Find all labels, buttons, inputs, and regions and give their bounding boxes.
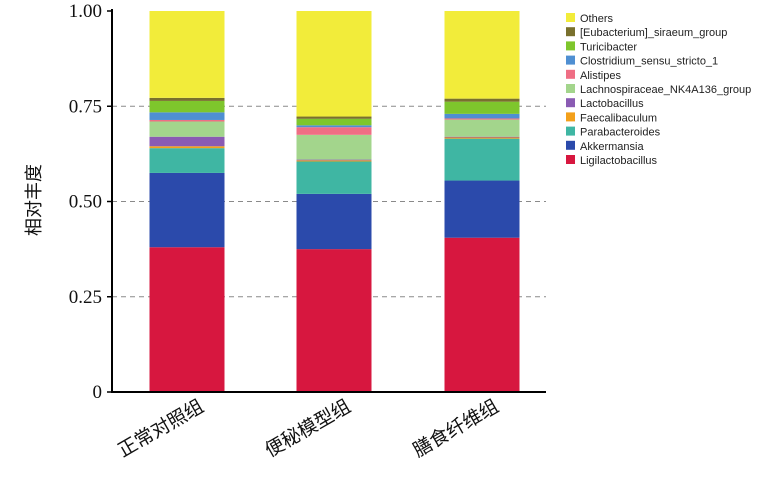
y-tick-label: 0.50 xyxy=(69,192,102,213)
legend-swatch xyxy=(566,112,575,122)
bar-segment xyxy=(296,193,372,250)
bar-segment xyxy=(149,11,225,98)
legend-label: Akkermansia xyxy=(580,141,644,153)
bar-segment xyxy=(444,180,520,238)
legend-label: Parabacteroides xyxy=(580,127,661,139)
y-axis-label: 相对丰度 xyxy=(24,164,45,236)
bar-segment xyxy=(149,247,225,392)
legend-swatch xyxy=(566,13,575,22)
bar-segment xyxy=(296,11,372,117)
y-ticks: 0 0.25 0.50 0.75 1.00 xyxy=(69,1,112,403)
bar-segment xyxy=(149,136,225,147)
bar-segment xyxy=(149,119,225,122)
x-category-label: 便秘模型组 xyxy=(261,395,354,462)
y-tick-label: 0 xyxy=(93,382,103,403)
bar-segment xyxy=(296,118,372,126)
bar-segment xyxy=(149,172,225,248)
legend-swatch xyxy=(566,84,575,93)
legend-swatch xyxy=(566,27,575,37)
legend-swatch xyxy=(566,41,575,51)
legend-label: Faecalibaculum xyxy=(580,112,657,124)
legend-label: Lachnospiraceae_NK4A136_group xyxy=(580,84,751,96)
bar-segment xyxy=(149,112,225,120)
legend-label: Alistipes xyxy=(580,70,621,82)
bar-segment xyxy=(296,116,372,119)
bar-segment xyxy=(296,160,372,162)
legend-label: Clostridium_sensu_stricto_1 xyxy=(580,56,718,68)
bar-segment xyxy=(444,137,520,139)
bar-segment xyxy=(444,237,520,392)
legend-label: Turicibacter xyxy=(580,41,637,53)
bar-segment xyxy=(149,97,225,101)
bar-segment xyxy=(296,127,372,135)
y-tick-label: 0.25 xyxy=(69,287,102,308)
legend-swatch xyxy=(566,155,575,164)
bar-segment xyxy=(296,134,372,160)
legend-label: Ligilactobacillus xyxy=(580,155,658,167)
x-category-label: 正常对照组 xyxy=(114,395,207,462)
bar-segment xyxy=(444,113,520,119)
bar-segment xyxy=(444,98,520,102)
legend: Others [Eubacterium]_siraeum_group Turicib… xyxy=(566,13,751,167)
bar-segment xyxy=(296,125,372,128)
bar-segment xyxy=(149,121,225,137)
legend-label: Others xyxy=(580,13,614,25)
bar-segment xyxy=(444,119,520,137)
axes xyxy=(111,9,546,393)
bar-segment xyxy=(149,100,225,113)
bar-segment xyxy=(444,136,520,138)
bar-segment xyxy=(296,159,372,161)
legend-swatch xyxy=(566,69,575,79)
y-tick-label: 1.00 xyxy=(69,1,102,22)
bar-segment xyxy=(444,118,520,120)
bar-segment xyxy=(444,11,520,99)
bar-segment xyxy=(149,146,225,149)
legend-swatch xyxy=(566,55,575,65)
bars-layer xyxy=(149,11,520,392)
legend-swatch xyxy=(566,140,575,150)
y-tick-label: 0.75 xyxy=(69,96,102,117)
legend-swatch xyxy=(566,98,575,108)
legend-label: Lactobacillus xyxy=(580,98,644,110)
legend-swatch xyxy=(566,126,575,136)
bar-segment xyxy=(296,161,372,194)
bar-segment xyxy=(444,101,520,114)
legend-label: [Eubacterium]_siraeum_group xyxy=(580,27,727,39)
x-category-label: 膳食纤维组 xyxy=(409,395,502,462)
bar-segment xyxy=(149,148,225,173)
x-category-labels: 正常对照组 便秘模型组 膳食纤维组 xyxy=(114,395,502,462)
bar-segment xyxy=(444,138,520,181)
bar-segment xyxy=(296,249,372,392)
